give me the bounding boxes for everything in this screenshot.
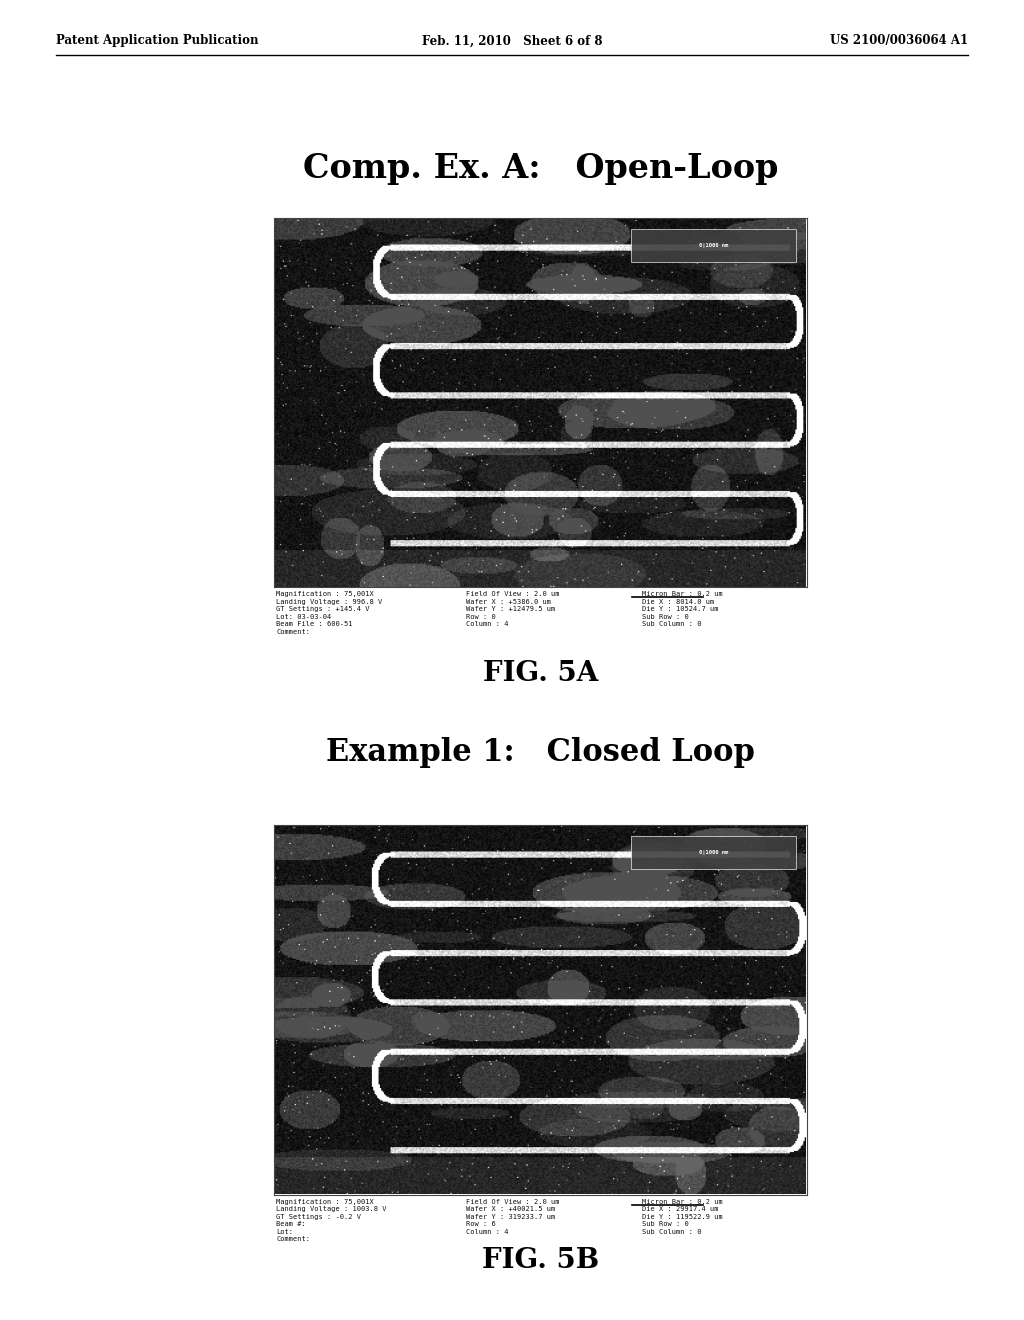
Text: US 2100/0036064 A1: US 2100/0036064 A1 bbox=[829, 34, 968, 48]
Text: Comp. Ex. A:   Open-Loop: Comp. Ex. A: Open-Loop bbox=[303, 152, 778, 185]
Text: Example 1:   Closed Loop: Example 1: Closed Loop bbox=[327, 738, 755, 768]
Text: Micron Bar : 0.2 um
Die X : 8014.0 um
Die Y : 10524.7 um
Sub Row : 0
Sub Column : Micron Bar : 0.2 um Die X : 8014.0 um Di… bbox=[642, 591, 723, 627]
Bar bbox=[631, 228, 797, 263]
Text: Feb. 11, 2010   Sheet 6 of 8: Feb. 11, 2010 Sheet 6 of 8 bbox=[422, 34, 602, 48]
Text: 0|1000 nm: 0|1000 nm bbox=[699, 850, 728, 855]
Text: Micron Bar : 0.2 um
Die X : 29917.4 um
Die Y : 119522.9 um
Sub Row : 0
Sub Colum: Micron Bar : 0.2 um Die X : 29917.4 um D… bbox=[642, 1199, 723, 1234]
Bar bbox=[631, 836, 797, 870]
Text: 0|1000 nm: 0|1000 nm bbox=[699, 243, 728, 248]
Text: Magnification : 75,001X
Landing Voltage : 996.8 V
GT Settings : +145.4 V
Lot: 03: Magnification : 75,001X Landing Voltage … bbox=[276, 591, 383, 635]
Text: Field Of View : 2.0 um
Wafer X : +5386.0 um
Wafer Y : +12479.5 um
Row : 0
Column: Field Of View : 2.0 um Wafer X : +5386.0… bbox=[466, 591, 560, 627]
Text: FIG. 5A: FIG. 5A bbox=[483, 660, 598, 686]
Text: Patent Application Publication: Patent Application Publication bbox=[56, 34, 259, 48]
Text: Magnification : 75,001X
Landing Voltage : 1003.8 V
GT Settings : -0.2 V
Beam #:
: Magnification : 75,001X Landing Voltage … bbox=[276, 1199, 387, 1242]
Text: FIG. 5B: FIG. 5B bbox=[482, 1247, 599, 1274]
Text: Field Of View : 2.0 um
Wafer X : +40021.5 um
Wafer Y : 319233.7 um
Row : 6
Colum: Field Of View : 2.0 um Wafer X : +40021.… bbox=[466, 1199, 560, 1234]
